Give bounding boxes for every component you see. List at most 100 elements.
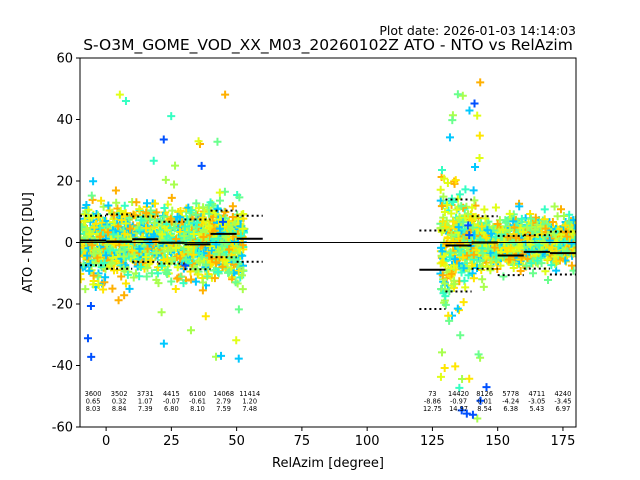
scatter-point [445, 133, 454, 142]
scatter-point [111, 186, 120, 195]
scatter-point [191, 277, 200, 286]
scatter-point [143, 199, 152, 208]
scatter-point [182, 255, 191, 264]
chart-title: S-O3M_GOME_VOD_XX_M03_20260102Z ATO - NT… [83, 36, 573, 55]
scatter-point [447, 231, 456, 240]
scatter-point [552, 257, 561, 266]
scatter-point [81, 285, 90, 294]
scatter-point [199, 203, 208, 212]
scatter-point [214, 234, 223, 243]
y-tick-label: 60 [56, 52, 73, 67]
scatter-point [436, 196, 445, 205]
scatter-point [567, 239, 576, 248]
scatter-point [198, 253, 207, 262]
scatter-point [204, 221, 213, 230]
scatter-point [104, 228, 113, 237]
scatter-point [477, 222, 486, 231]
bin-std-label: 6.80 [164, 405, 179, 413]
scatter-point [208, 254, 217, 263]
scatter-point [556, 205, 565, 214]
scatter-point [194, 137, 203, 146]
scatter-point [461, 283, 470, 292]
scatter-point [469, 186, 478, 195]
scatter-point [173, 274, 182, 283]
scatter-point [510, 223, 519, 232]
scatter-point [548, 217, 557, 226]
scatter-point [129, 273, 138, 282]
scatter-point [106, 244, 115, 253]
bin-mean-label: 1.20 [242, 398, 257, 406]
scatter-point [176, 207, 185, 216]
x-tick-label: 25 [163, 434, 180, 449]
bin-statistics-marks [80, 198, 576, 310]
scatter-point [167, 112, 176, 121]
bin-count-label: 6100 [189, 390, 206, 398]
scatter-point [89, 271, 98, 280]
scatter-point [121, 96, 130, 105]
scatter-point [440, 279, 449, 288]
scatter-point [109, 266, 118, 275]
scatter-point [455, 190, 464, 199]
scatter-point [533, 220, 542, 229]
scatter-point [99, 202, 108, 211]
scatter-point [85, 214, 94, 223]
scatter-point [198, 278, 207, 287]
scatter-point [457, 406, 466, 415]
scatter-point [440, 174, 449, 183]
scatter-point [116, 206, 125, 215]
scatter-point [195, 249, 204, 258]
scatter-point [448, 237, 457, 246]
scatter-point [457, 202, 466, 211]
scatter-point [114, 296, 123, 305]
scatter-point [437, 202, 446, 211]
bin-std-label: 14.97 [449, 405, 468, 413]
scatter-point [559, 212, 568, 221]
scatter-point [201, 312, 210, 321]
scatter-point [565, 210, 574, 219]
scatter-point [468, 203, 477, 212]
bin-mean-label: 2.79 [216, 398, 231, 406]
scatter-point [441, 300, 450, 309]
scatter-point [443, 201, 452, 210]
scatter-point [447, 269, 456, 278]
scatter-point [475, 257, 484, 266]
scatter-point [461, 185, 470, 194]
y-tick-label: -60 [52, 421, 73, 436]
scatter-point [518, 227, 527, 236]
bin-mean-label: -3.05 [528, 398, 545, 406]
scatter-point [218, 242, 227, 251]
scatter-point [533, 256, 542, 265]
scatter-point [113, 232, 122, 241]
scatter-point [445, 316, 454, 325]
scatter-point [441, 292, 450, 301]
scatter-point [445, 253, 454, 262]
scatter-point [478, 248, 487, 257]
scatter-point [238, 271, 247, 280]
scatter-point [171, 161, 180, 170]
scatter-point [151, 199, 160, 208]
bin-mean-label: -8.86 [424, 398, 441, 406]
scatter-point [219, 261, 228, 270]
bin-count-label: 8126 [476, 390, 493, 398]
scatter-point [455, 383, 464, 392]
scatter-point [569, 216, 576, 225]
y-tick-label: -40 [52, 359, 73, 374]
scatter-point [191, 210, 200, 219]
scatter-point [469, 274, 478, 283]
scatter-point [527, 259, 536, 268]
scatter-point [81, 225, 90, 234]
scatter-point [152, 275, 161, 284]
bin-count-label: 14420 [448, 390, 469, 398]
scatter-point [172, 244, 181, 253]
scatter-point [206, 198, 215, 207]
scatter-point [440, 363, 449, 372]
scatter-point [192, 199, 201, 208]
bin-std-label: 7.48 [242, 405, 257, 413]
bin-std-label: 6.38 [503, 405, 518, 413]
scatter-point [89, 280, 98, 289]
scatter-point [102, 251, 111, 260]
scatter-point [87, 352, 96, 361]
scatter-point [529, 269, 538, 278]
